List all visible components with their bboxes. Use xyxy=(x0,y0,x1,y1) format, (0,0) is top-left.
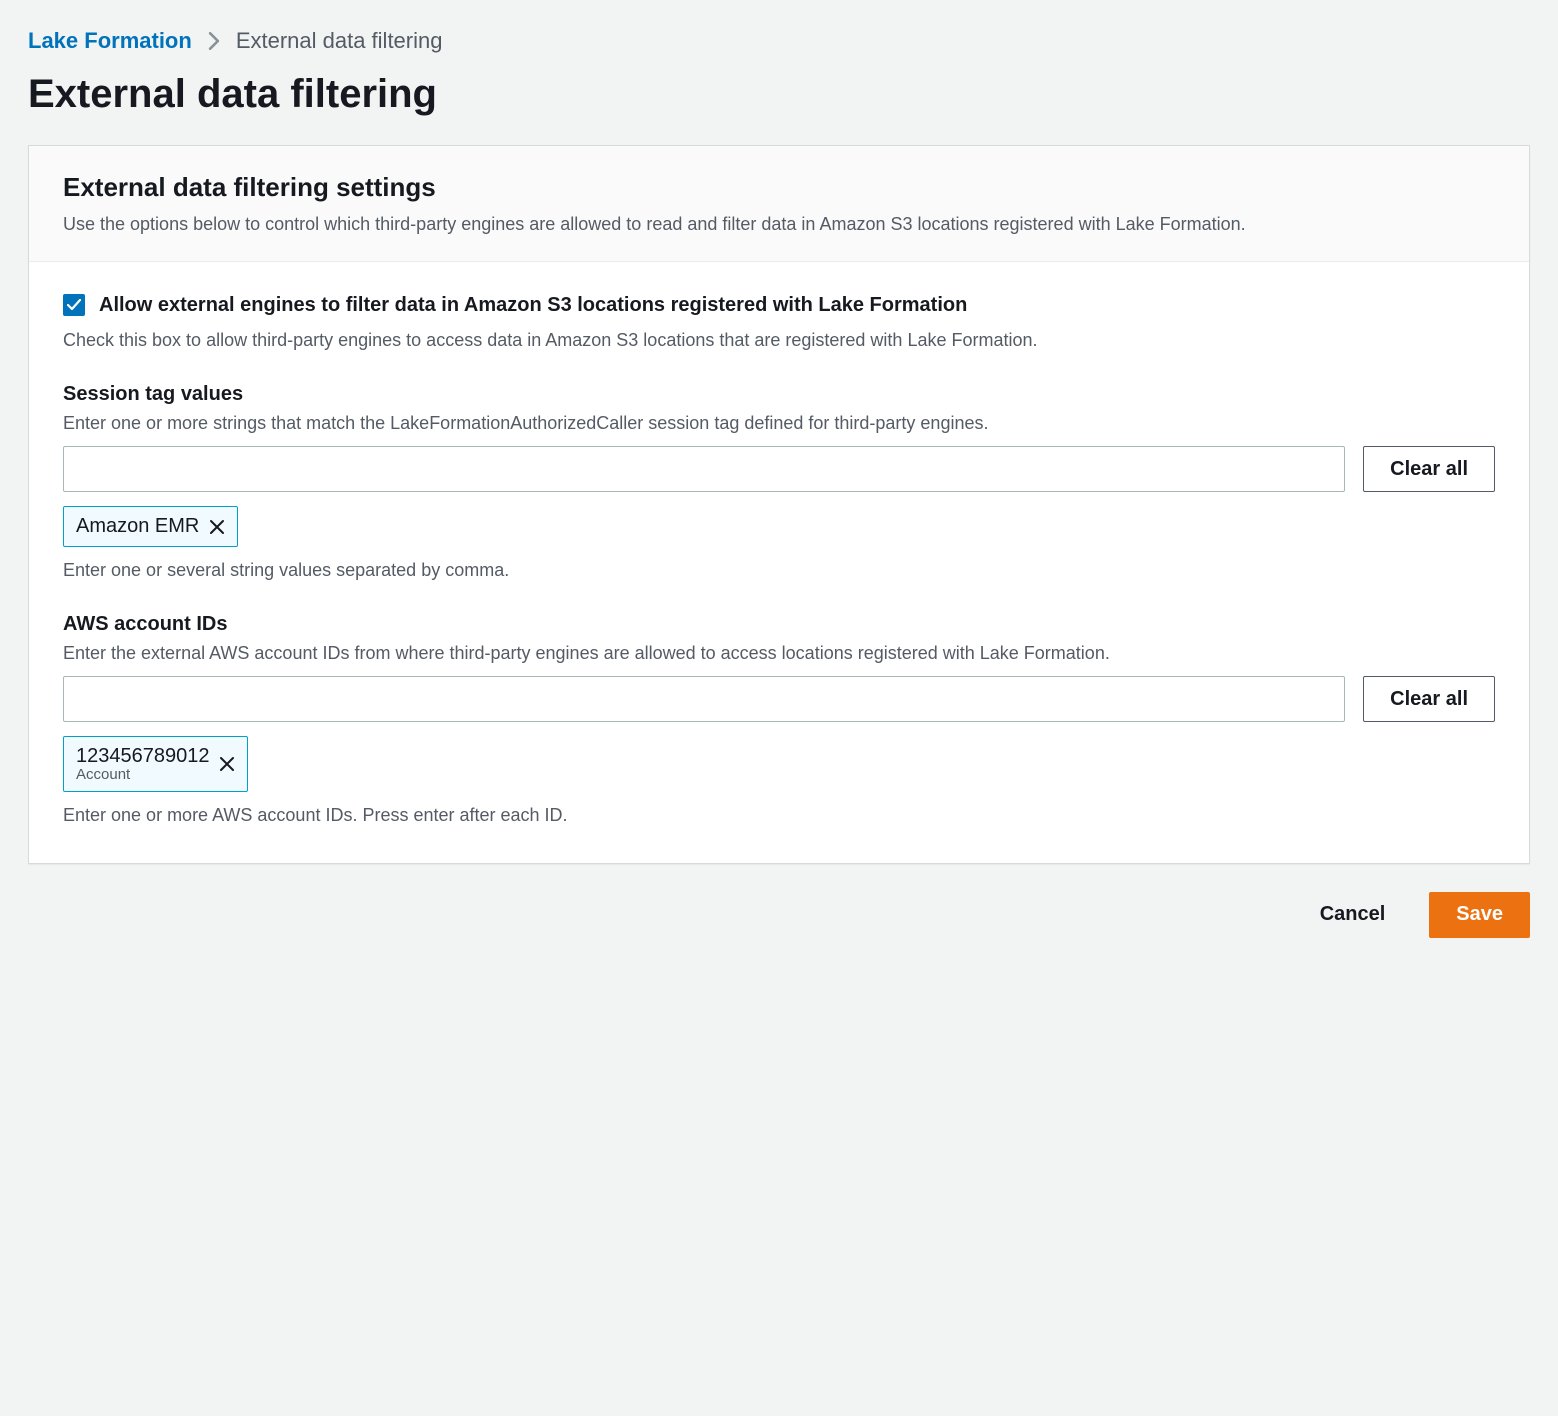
session-tags-label: Session tag values xyxy=(63,383,1495,406)
session-tags-tokens: Amazon EMR xyxy=(63,506,1495,547)
breadcrumb-current: External data filtering xyxy=(236,28,443,54)
session-tags-input[interactable] xyxy=(63,446,1345,492)
chevron-right-icon xyxy=(208,32,220,50)
panel-description: Use the options below to control which t… xyxy=(63,211,1495,237)
account-ids-clear-button[interactable]: Clear all xyxy=(1363,676,1495,722)
token-label: 123456789012 xyxy=(76,745,209,768)
panel-header: External data filtering settings Use the… xyxy=(29,146,1529,262)
panel-body: Allow external engines to filter data in… xyxy=(29,262,1529,862)
session-tags-description: Enter one or more strings that match the… xyxy=(63,410,1495,436)
settings-panel: External data filtering settings Use the… xyxy=(28,145,1530,864)
account-ids-input[interactable] xyxy=(63,676,1345,722)
allow-external-helper: Check this box to allow third-party engi… xyxy=(63,327,1495,353)
allow-external-checkbox[interactable] xyxy=(63,294,85,316)
session-tags-clear-button[interactable]: Clear all xyxy=(1363,446,1495,492)
token-label: Amazon EMR xyxy=(76,515,199,538)
account-ids-hint: Enter one or more AWS account IDs. Press… xyxy=(63,802,1495,828)
session-tags-hint: Enter one or several string values separ… xyxy=(63,557,1495,583)
account-ids-description: Enter the external AWS account IDs from … xyxy=(63,640,1495,666)
account-ids-group: AWS account IDs Enter the external AWS a… xyxy=(63,613,1495,828)
panel-title: External data filtering settings xyxy=(63,172,1495,203)
close-icon[interactable] xyxy=(209,519,225,535)
footer-actions: Cancel Save xyxy=(28,892,1530,938)
allow-external-row: Allow external engines to filter data in… xyxy=(63,292,1495,319)
breadcrumb-root-link[interactable]: Lake Formation xyxy=(28,28,192,54)
breadcrumb: Lake Formation External data filtering xyxy=(28,28,1530,54)
account-ids-tokens: 123456789012 Account xyxy=(63,736,1495,792)
session-tag-token: Amazon EMR xyxy=(63,506,238,547)
page-title: External data filtering xyxy=(28,72,1530,117)
account-ids-label: AWS account IDs xyxy=(63,613,1495,636)
allow-external-label: Allow external engines to filter data in… xyxy=(99,292,967,319)
session-tags-group: Session tag values Enter one or more str… xyxy=(63,383,1495,583)
close-icon[interactable] xyxy=(219,756,235,772)
account-id-token: 123456789012 Account xyxy=(63,736,248,792)
save-button[interactable]: Save xyxy=(1429,892,1530,938)
token-sublabel: Account xyxy=(76,766,209,783)
cancel-button[interactable]: Cancel xyxy=(1294,892,1412,938)
